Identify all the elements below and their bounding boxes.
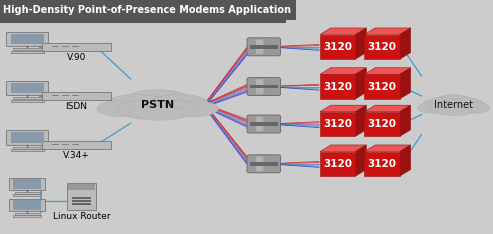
Text: 3120: 3120: [323, 42, 352, 52]
Ellipse shape: [435, 106, 472, 116]
Polygon shape: [320, 145, 366, 152]
Ellipse shape: [461, 102, 490, 113]
Text: V.90: V.90: [67, 53, 86, 62]
Ellipse shape: [97, 101, 145, 117]
FancyBboxPatch shape: [250, 162, 278, 166]
FancyBboxPatch shape: [250, 85, 278, 88]
Text: PSTN: PSTN: [141, 100, 175, 110]
FancyBboxPatch shape: [6, 130, 48, 145]
Polygon shape: [400, 105, 411, 136]
Ellipse shape: [433, 95, 474, 111]
FancyBboxPatch shape: [10, 149, 44, 151]
Polygon shape: [364, 105, 411, 112]
FancyBboxPatch shape: [42, 141, 110, 149]
FancyBboxPatch shape: [42, 43, 110, 51]
Text: 3120: 3120: [368, 82, 396, 91]
FancyBboxPatch shape: [71, 203, 91, 205]
FancyBboxPatch shape: [320, 34, 355, 59]
Ellipse shape: [444, 102, 478, 114]
Ellipse shape: [423, 98, 458, 111]
FancyBboxPatch shape: [10, 132, 44, 143]
FancyBboxPatch shape: [256, 79, 263, 94]
FancyBboxPatch shape: [247, 77, 281, 95]
FancyBboxPatch shape: [0, 0, 286, 23]
FancyBboxPatch shape: [247, 38, 281, 56]
Text: Linux Router: Linux Router: [53, 212, 110, 221]
FancyBboxPatch shape: [10, 100, 44, 102]
FancyBboxPatch shape: [10, 33, 44, 44]
FancyBboxPatch shape: [10, 51, 44, 52]
Polygon shape: [355, 68, 366, 99]
FancyBboxPatch shape: [250, 45, 278, 49]
Text: 3120: 3120: [368, 42, 396, 52]
Polygon shape: [400, 145, 411, 176]
FancyBboxPatch shape: [71, 200, 91, 202]
Polygon shape: [355, 28, 366, 59]
FancyBboxPatch shape: [15, 192, 39, 194]
FancyBboxPatch shape: [320, 74, 355, 99]
FancyBboxPatch shape: [68, 184, 95, 190]
Polygon shape: [400, 28, 411, 59]
Text: 3120: 3120: [323, 159, 352, 169]
FancyBboxPatch shape: [364, 112, 400, 136]
FancyBboxPatch shape: [15, 213, 39, 215]
Text: V.34+: V.34+: [63, 151, 90, 161]
FancyBboxPatch shape: [256, 117, 263, 131]
Ellipse shape: [106, 94, 166, 114]
FancyBboxPatch shape: [13, 146, 41, 149]
Polygon shape: [400, 68, 411, 99]
Text: 3120: 3120: [323, 82, 352, 91]
Polygon shape: [320, 28, 366, 34]
FancyBboxPatch shape: [10, 83, 44, 93]
FancyBboxPatch shape: [9, 178, 45, 190]
Polygon shape: [364, 68, 411, 74]
Ellipse shape: [418, 102, 446, 113]
Ellipse shape: [142, 100, 199, 119]
Text: 3120: 3120: [368, 159, 396, 169]
Polygon shape: [355, 105, 366, 136]
Polygon shape: [364, 145, 411, 152]
FancyBboxPatch shape: [0, 0, 296, 20]
Text: 3120: 3120: [323, 119, 352, 129]
Ellipse shape: [449, 98, 484, 111]
FancyBboxPatch shape: [250, 122, 278, 126]
Polygon shape: [320, 105, 366, 112]
Polygon shape: [320, 68, 366, 74]
FancyBboxPatch shape: [364, 74, 400, 99]
Ellipse shape: [429, 102, 463, 114]
Ellipse shape: [117, 100, 174, 119]
Text: High-Density Point-of-Presence Modems Application: High-Density Point-of-Presence Modems Ap…: [3, 5, 291, 15]
FancyBboxPatch shape: [42, 92, 110, 100]
FancyBboxPatch shape: [320, 112, 355, 136]
Ellipse shape: [171, 101, 218, 117]
FancyBboxPatch shape: [256, 40, 263, 54]
Ellipse shape: [127, 106, 189, 120]
FancyBboxPatch shape: [256, 157, 263, 171]
FancyBboxPatch shape: [6, 81, 48, 95]
FancyBboxPatch shape: [67, 183, 96, 210]
FancyBboxPatch shape: [247, 155, 281, 173]
FancyBboxPatch shape: [13, 194, 41, 196]
FancyBboxPatch shape: [13, 215, 41, 217]
Polygon shape: [355, 145, 366, 176]
FancyBboxPatch shape: [9, 199, 45, 211]
FancyBboxPatch shape: [247, 115, 281, 133]
FancyBboxPatch shape: [13, 179, 41, 189]
FancyBboxPatch shape: [13, 200, 41, 210]
FancyBboxPatch shape: [364, 152, 400, 176]
FancyBboxPatch shape: [320, 152, 355, 176]
Ellipse shape: [123, 90, 193, 114]
FancyBboxPatch shape: [364, 34, 400, 59]
FancyBboxPatch shape: [6, 32, 48, 46]
Polygon shape: [364, 28, 411, 34]
FancyBboxPatch shape: [13, 97, 41, 99]
Text: ISDN: ISDN: [66, 102, 87, 111]
Text: High-Density Point-of-Presence Modems Application: High-Density Point-of-Presence Modems Ap…: [2, 8, 297, 18]
Text: 3120: 3120: [368, 119, 396, 129]
Text: Internet: Internet: [434, 100, 473, 110]
FancyBboxPatch shape: [71, 197, 91, 199]
Ellipse shape: [150, 94, 209, 114]
FancyBboxPatch shape: [13, 48, 41, 50]
